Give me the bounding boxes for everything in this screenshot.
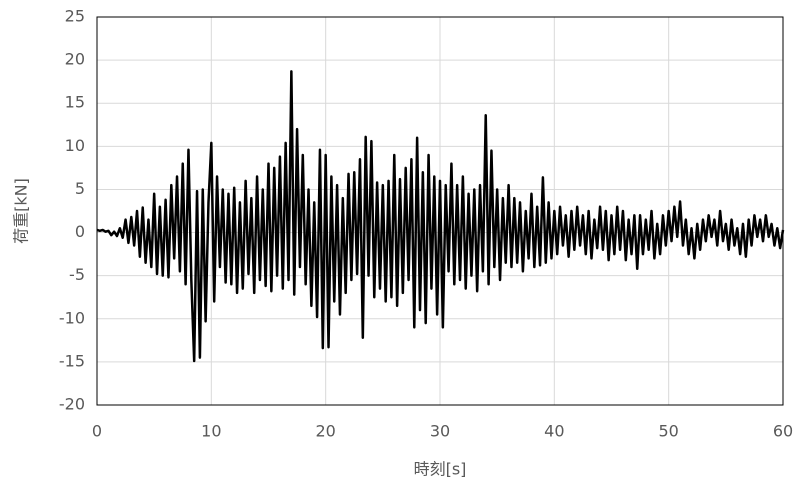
y-tick-label: 10 xyxy=(65,136,85,155)
y-tick-label: 15 xyxy=(65,93,85,112)
y-tick-label: 0 xyxy=(75,222,85,241)
x-tick-label: 30 xyxy=(430,422,450,441)
plot-frame xyxy=(96,16,784,406)
x-tick-label: 10 xyxy=(201,422,221,441)
y-tick-label: 25 xyxy=(65,7,85,26)
data-line xyxy=(96,70,785,363)
x-tick-label: 20 xyxy=(315,422,335,441)
y-tick-label: -5 xyxy=(69,265,85,284)
y-tick-label: -15 xyxy=(59,351,85,370)
y-tick-label: -20 xyxy=(59,395,85,414)
x-tick-label: 0 xyxy=(92,422,102,441)
y-axis-title: 荷重[kN] xyxy=(12,178,31,244)
x-tick-label: 50 xyxy=(658,422,678,441)
y-tick-label: 5 xyxy=(75,179,85,198)
x-axis-title: 時刻[s] xyxy=(414,460,467,479)
y-tick-label: -10 xyxy=(59,308,85,327)
y-tick-label: 20 xyxy=(65,50,85,69)
x-tick-label: 40 xyxy=(544,422,564,441)
x-tick-label: 60 xyxy=(773,422,793,441)
